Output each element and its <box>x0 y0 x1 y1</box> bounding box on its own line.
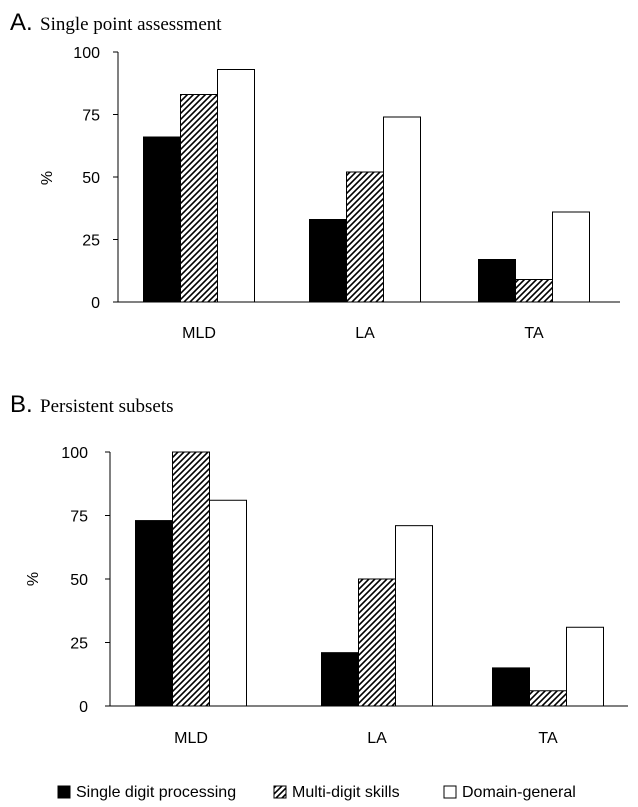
panel-b-title: Persistent subsets <box>40 396 174 417</box>
panel-b-letter: B. <box>10 391 33 418</box>
panel-b-y-tick-label: 50 <box>70 572 88 589</box>
panel-a-category-label-la: LA <box>355 325 375 342</box>
panel-b-y-tick-label: 75 <box>70 509 88 526</box>
panel-b-y-axis-label: % <box>25 572 42 586</box>
panel-a-bar-ta-single-digit <box>478 259 516 303</box>
panel-b-y-tick-label: 0 <box>79 699 88 716</box>
legend-label-multi-digit: Multi-digit skills <box>292 784 400 801</box>
legend-label-domain-general: Domain-general <box>462 784 576 801</box>
panel-b-bar-la-domain-general <box>395 525 433 707</box>
panel-a-category-label-mld: MLD <box>182 325 216 342</box>
legend-swatch-multi-digit <box>273 785 287 799</box>
panel-a-bar-la-multi-digit <box>346 171 384 303</box>
panel-b-y-tick-label: 100 <box>61 445 88 462</box>
panel-a-chart: A. Single point assessment % 0255075100 … <box>10 9 620 342</box>
panel-b-bar-ta-single-digit <box>492 667 530 707</box>
panel-b-bar-ta-domain-general <box>566 626 604 707</box>
panel-a-bar-ta-multi-digit <box>515 279 553 303</box>
panel-a-categories: MLD LA TA <box>182 325 544 342</box>
legend-swatch-domain-general <box>443 785 457 799</box>
legend: Single digit processing Multi-digit skil… <box>57 784 576 801</box>
legend-swatch-single-digit <box>57 785 71 799</box>
panel-a-letter: A. <box>10 9 33 36</box>
panel-a-y-tick-label: 75 <box>82 108 100 125</box>
panel-a-bar-mld-single-digit <box>143 136 181 303</box>
panel-a-y-tick-label: 0 <box>91 295 100 312</box>
panel-b-bar-mld-single-digit <box>135 520 173 707</box>
panel-a-bars <box>143 69 590 303</box>
legend-label-single-digit: Single digit processing <box>76 784 236 801</box>
panel-b-bar-ta-multi-digit <box>529 690 567 707</box>
panel-a-title: Single point assessment <box>40 14 222 35</box>
panel-b-categories: MLD LA TA <box>174 730 558 747</box>
panel-a-y-tick-label: 25 <box>82 233 100 250</box>
panel-a-bar-mld-domain-general <box>217 69 255 303</box>
panel-b-category-label-mld: MLD <box>174 730 208 747</box>
panel-a-y-tick-label: 100 <box>73 45 100 62</box>
panel-b-bar-mld-multi-digit <box>172 451 210 707</box>
panel-b-bar-la-multi-digit <box>358 578 396 707</box>
panel-b-chart: B. Persistent subsets % 0 25 50 75 100 MLD LA… <box>10 391 628 747</box>
panel-a-y-ticks: 0 25 50 75 100 <box>73 45 118 312</box>
panel-b-bar-la-single-digit <box>321 652 359 707</box>
panel-a-bar-ta-domain-general <box>552 211 590 303</box>
panel-a-category-label-ta: TA <box>524 325 544 342</box>
panel-a-bar-la-domain-general <box>383 116 421 303</box>
panel-a-y-tick-label: 50 <box>82 170 100 187</box>
panel-a-y-axis-label: % <box>39 171 56 185</box>
panel-a-bar-la-single-digit <box>309 219 347 303</box>
panel-b-y-tick-label: 25 <box>70 636 88 653</box>
panel-a-bar-mld-multi-digit <box>180 94 218 303</box>
panel-b-bars <box>135 451 604 707</box>
panel-b-y-ticks: 0 25 50 75 100 <box>61 445 110 716</box>
panel-b-bar-mld-domain-general <box>209 499 247 707</box>
panel-b-category-label-ta: TA <box>538 730 558 747</box>
panel-b-category-label-la: LA <box>367 730 387 747</box>
